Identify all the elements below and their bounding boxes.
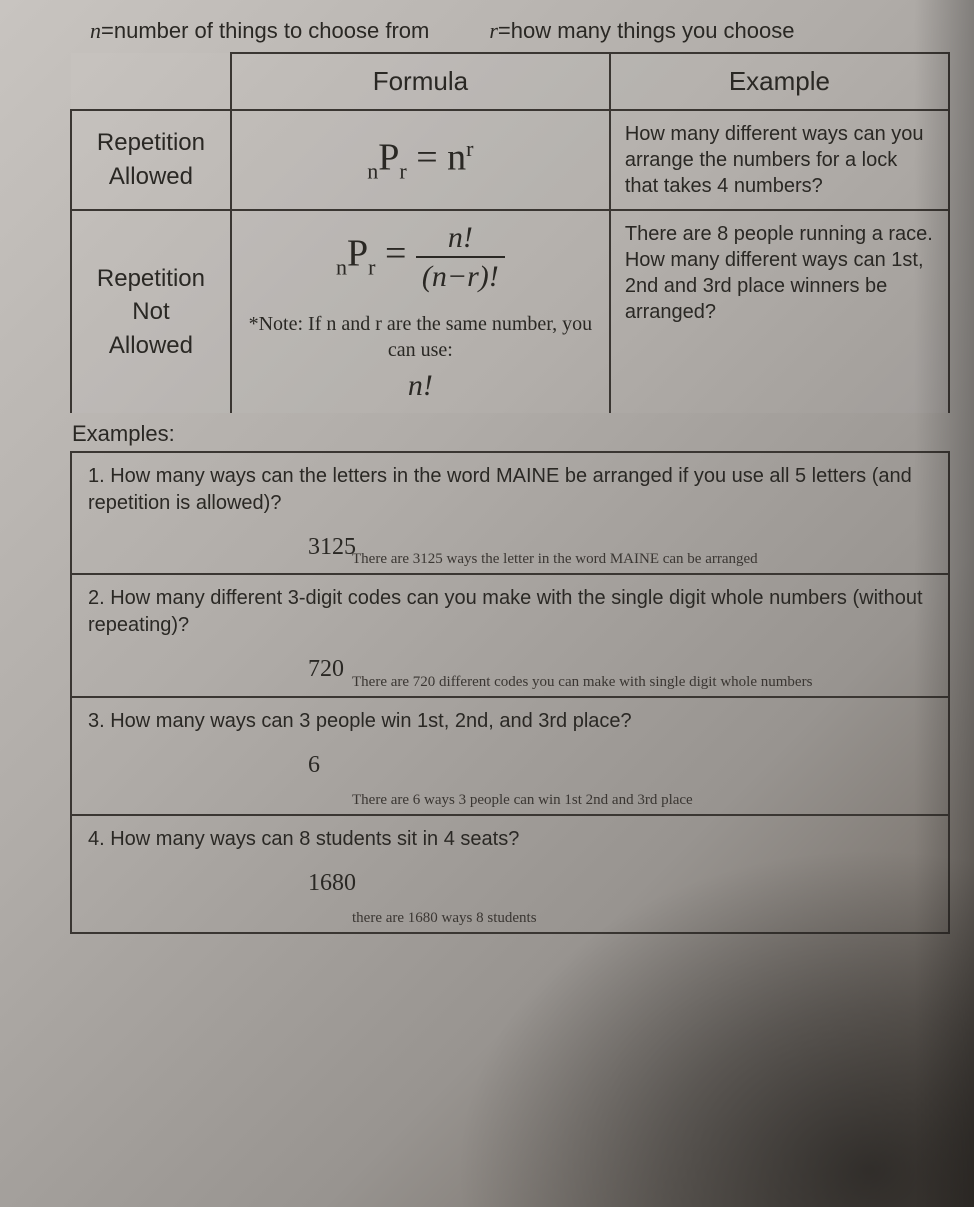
handwritten-sentence: There are 720 different codes you can ma… bbox=[352, 672, 938, 692]
formula-header: Formula bbox=[231, 53, 610, 110]
repetition-allowed-label: Repetition Allowed bbox=[71, 110, 231, 210]
n-var: n bbox=[90, 18, 101, 43]
example-2: 2. How many different 3-digit codes can … bbox=[71, 574, 949, 696]
example-1: 1. How many ways can the letters in the … bbox=[71, 452, 949, 574]
example-question: 2. How many different 3-digit codes can … bbox=[88, 585, 932, 639]
r-definition: r=how many things you choose bbox=[489, 18, 794, 44]
variable-definitions: n=number of things to choose from r=how … bbox=[70, 18, 974, 44]
n-text: =number of things to choose from bbox=[101, 18, 429, 43]
repetition-not-allowed-formula: nPr = n!(n−r)! *Note: If n and r are the… bbox=[231, 210, 610, 413]
example-question: 4. How many ways can 8 students sit in 4… bbox=[88, 826, 932, 853]
n-definition: n=number of things to choose from bbox=[90, 18, 429, 44]
handwritten-sentence: there are 1680 ways 8 students bbox=[352, 908, 938, 928]
formula-note: *Note: If n and r are the same number, y… bbox=[246, 311, 595, 363]
examples-heading: Examples: bbox=[72, 421, 974, 447]
example-3: 3. How many ways can 3 people win 1st, 2… bbox=[71, 697, 949, 815]
repetition-allowed-formula: nPr = nr bbox=[231, 110, 610, 210]
repetition-not-allowed-label: Repetition Not Allowed bbox=[71, 210, 231, 413]
r-var: r bbox=[489, 18, 498, 43]
handwritten-answer: 6 bbox=[308, 749, 932, 781]
empty-header bbox=[71, 53, 231, 110]
permutation-table: Formula Example Repetition Allowed nPr =… bbox=[70, 52, 950, 413]
handwritten-sentence: There are 3125 ways the letter in the wo… bbox=[352, 549, 938, 569]
handwritten-sentence: There are 6 ways 3 people can win 1st 2n… bbox=[352, 790, 938, 810]
r-text: =how many things you choose bbox=[498, 18, 795, 43]
example-question: 1. How many ways can the letters in the … bbox=[88, 463, 932, 517]
example-4: 4. How many ways can 8 students sit in 4… bbox=[71, 815, 949, 933]
repetition-not-allowed-example: There are 8 people running a race. How m… bbox=[610, 210, 949, 413]
n-factorial: n! bbox=[246, 369, 595, 403]
examples-table: 1. How many ways can the letters in the … bbox=[70, 451, 950, 934]
handwritten-answer: 1680 bbox=[308, 867, 932, 899]
repetition-allowed-example: How many different ways can you arrange … bbox=[610, 110, 949, 210]
example-header: Example bbox=[610, 53, 949, 110]
example-question: 3. How many ways can 3 people win 1st, 2… bbox=[88, 708, 932, 735]
